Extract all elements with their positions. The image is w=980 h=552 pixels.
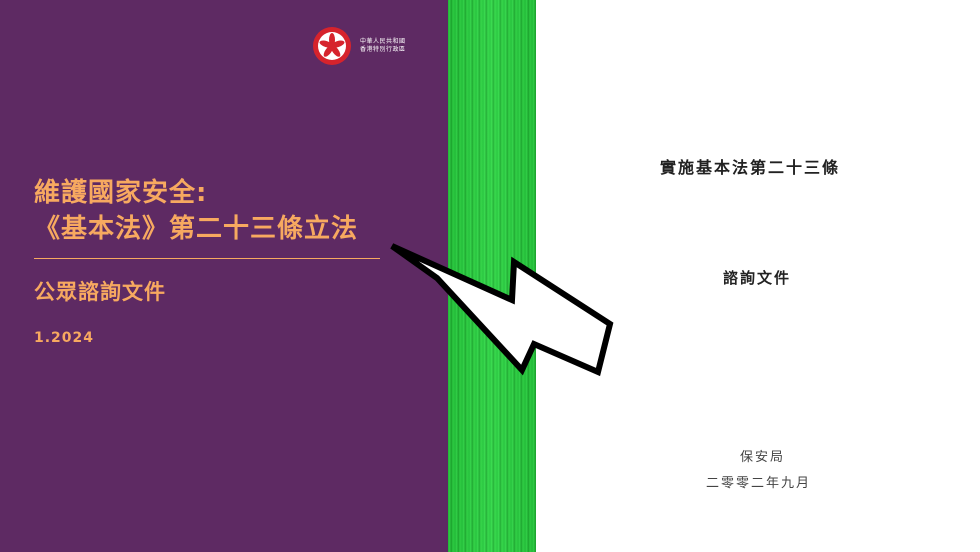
cover-subtitle: 公眾諮詢文件 [34, 280, 166, 304]
hksar-emblem-icon [313, 27, 351, 65]
government-name: 中華人民共和國 香港特別行政區 [360, 38, 406, 54]
government-name-line-2: 香港特別行政區 [360, 46, 406, 53]
left-document-cover: 中華人民共和國 香港特別行政區 維護國家安全: 《基本法》第二十三條立法 公眾諮… [0, 0, 448, 552]
cover-title-line-1: 維護國家安全: [34, 178, 208, 208]
right-page-date: 二零零二年九月 [706, 476, 812, 491]
government-name-line-1: 中華人民共和國 [360, 38, 406, 45]
cover-date: 1.2024 [34, 330, 95, 346]
right-page-subtitle: 諮詢文件 [723, 269, 792, 287]
cover-title-line-2: 《基本法》第二十三條立法 [34, 214, 359, 244]
right-page-issuer: 保安局 [740, 450, 786, 465]
right-page-title: 實施基本法第二十三條 [660, 158, 841, 177]
title-divider [34, 258, 380, 259]
spine-shading [448, 0, 536, 552]
